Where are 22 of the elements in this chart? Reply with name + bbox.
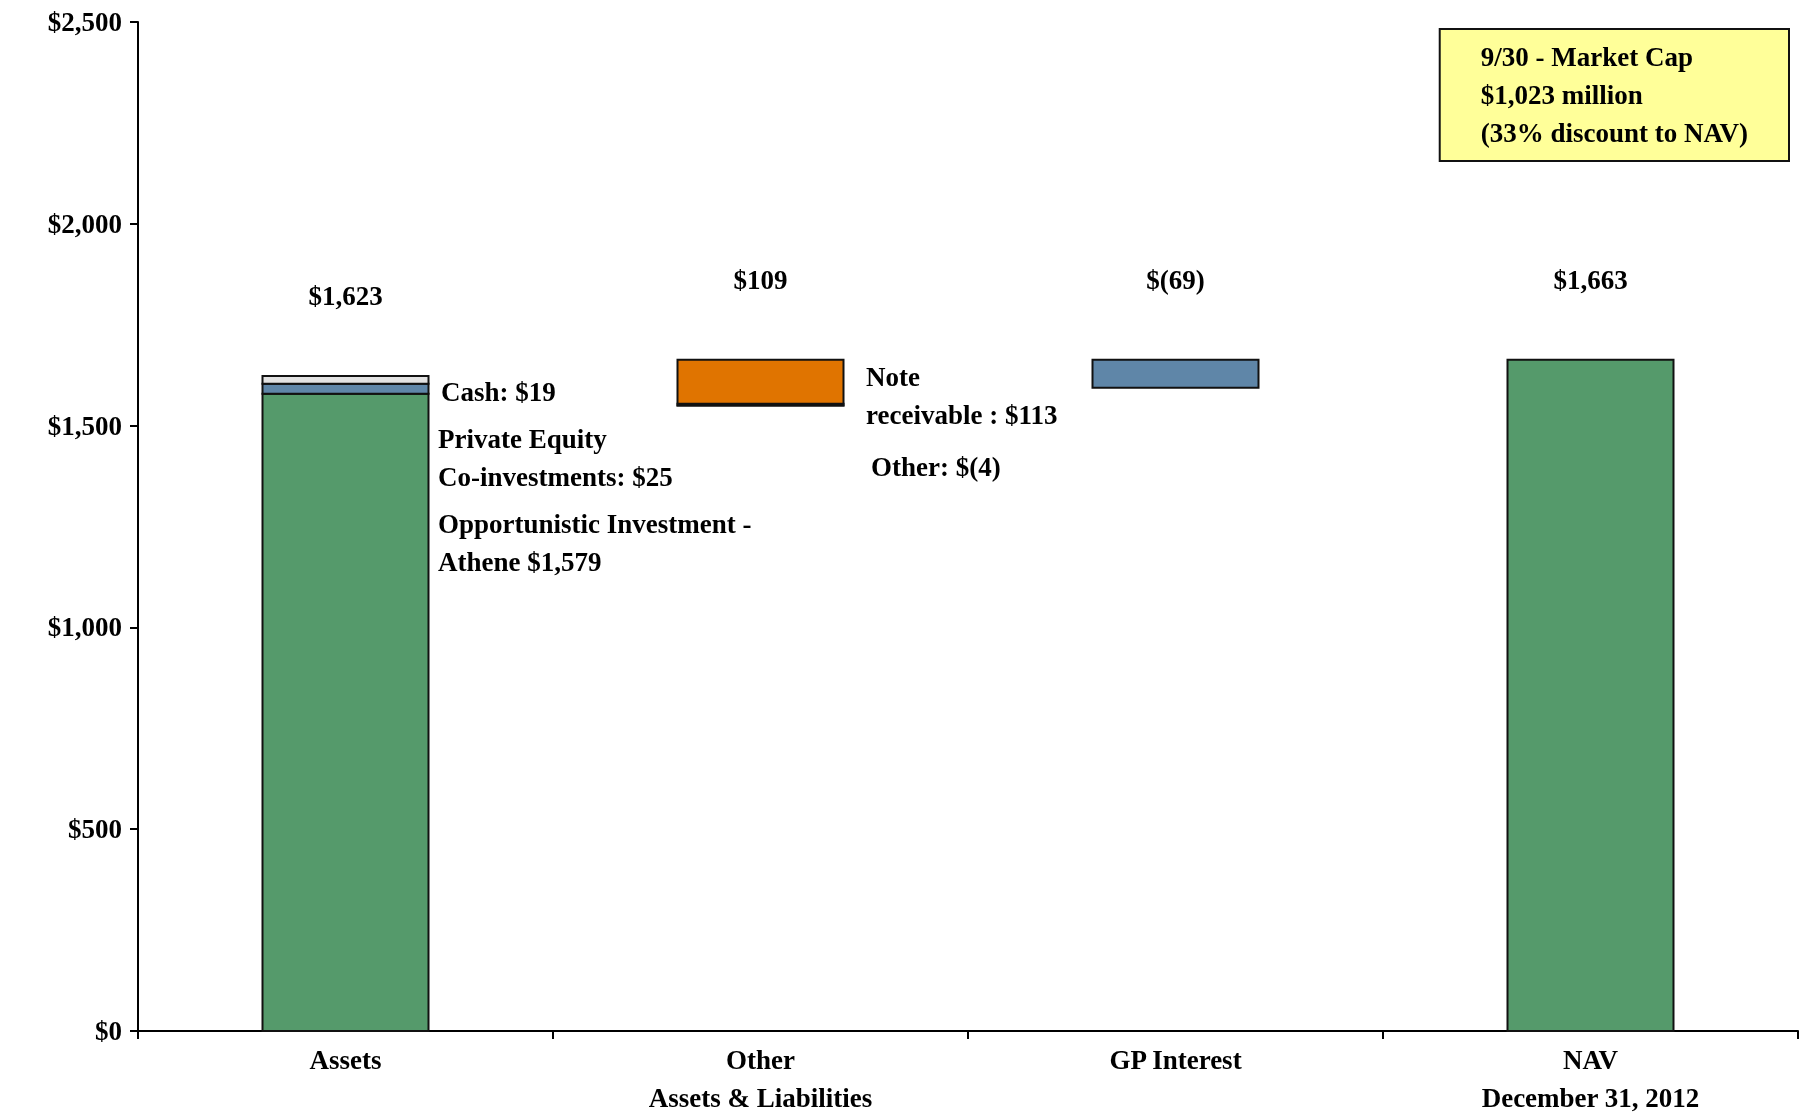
x-tick-label: Other Assets & Liabilities <box>648 1045 873 1113</box>
y-tick-label: $1,000 <box>47 612 122 643</box>
y-tick-label: $0 <box>95 1016 122 1046</box>
y-tick-label: $2,500 <box>47 7 122 37</box>
total-label: $1,663 <box>1553 264 1628 295</box>
x-tick-label: GP Interest <box>1109 1045 1242 1075</box>
total-label: $1,623 <box>308 280 383 311</box>
annotation: Private Equity Co-investments: $25 <box>438 424 673 492</box>
total-label: $109 <box>733 264 788 295</box>
annotation: 9/30 - Market Cap $1,023 million (33% discount to NAV) <box>1480 42 1749 148</box>
total-label: $(69) <box>1146 264 1205 295</box>
annotation: Opportunistic Investment - Athene $1,579 <box>438 509 752 577</box>
x-tick-label: NAV December 31, 2012 <box>1481 1045 1700 1113</box>
bar <box>1506 358 1675 1032</box>
y-tick-label: $500 <box>68 814 122 845</box>
x-tick-label: Assets <box>309 1045 382 1075</box>
annotation: Cash: $19 <box>441 377 556 407</box>
annotation: Other: $(4) <box>871 452 1001 482</box>
y-tick-label: $2,000 <box>47 208 122 239</box>
bar <box>1091 358 1260 389</box>
annotation: Note receivable : $113 <box>866 362 1058 430</box>
y-tick-label: $1,500 <box>47 410 122 441</box>
